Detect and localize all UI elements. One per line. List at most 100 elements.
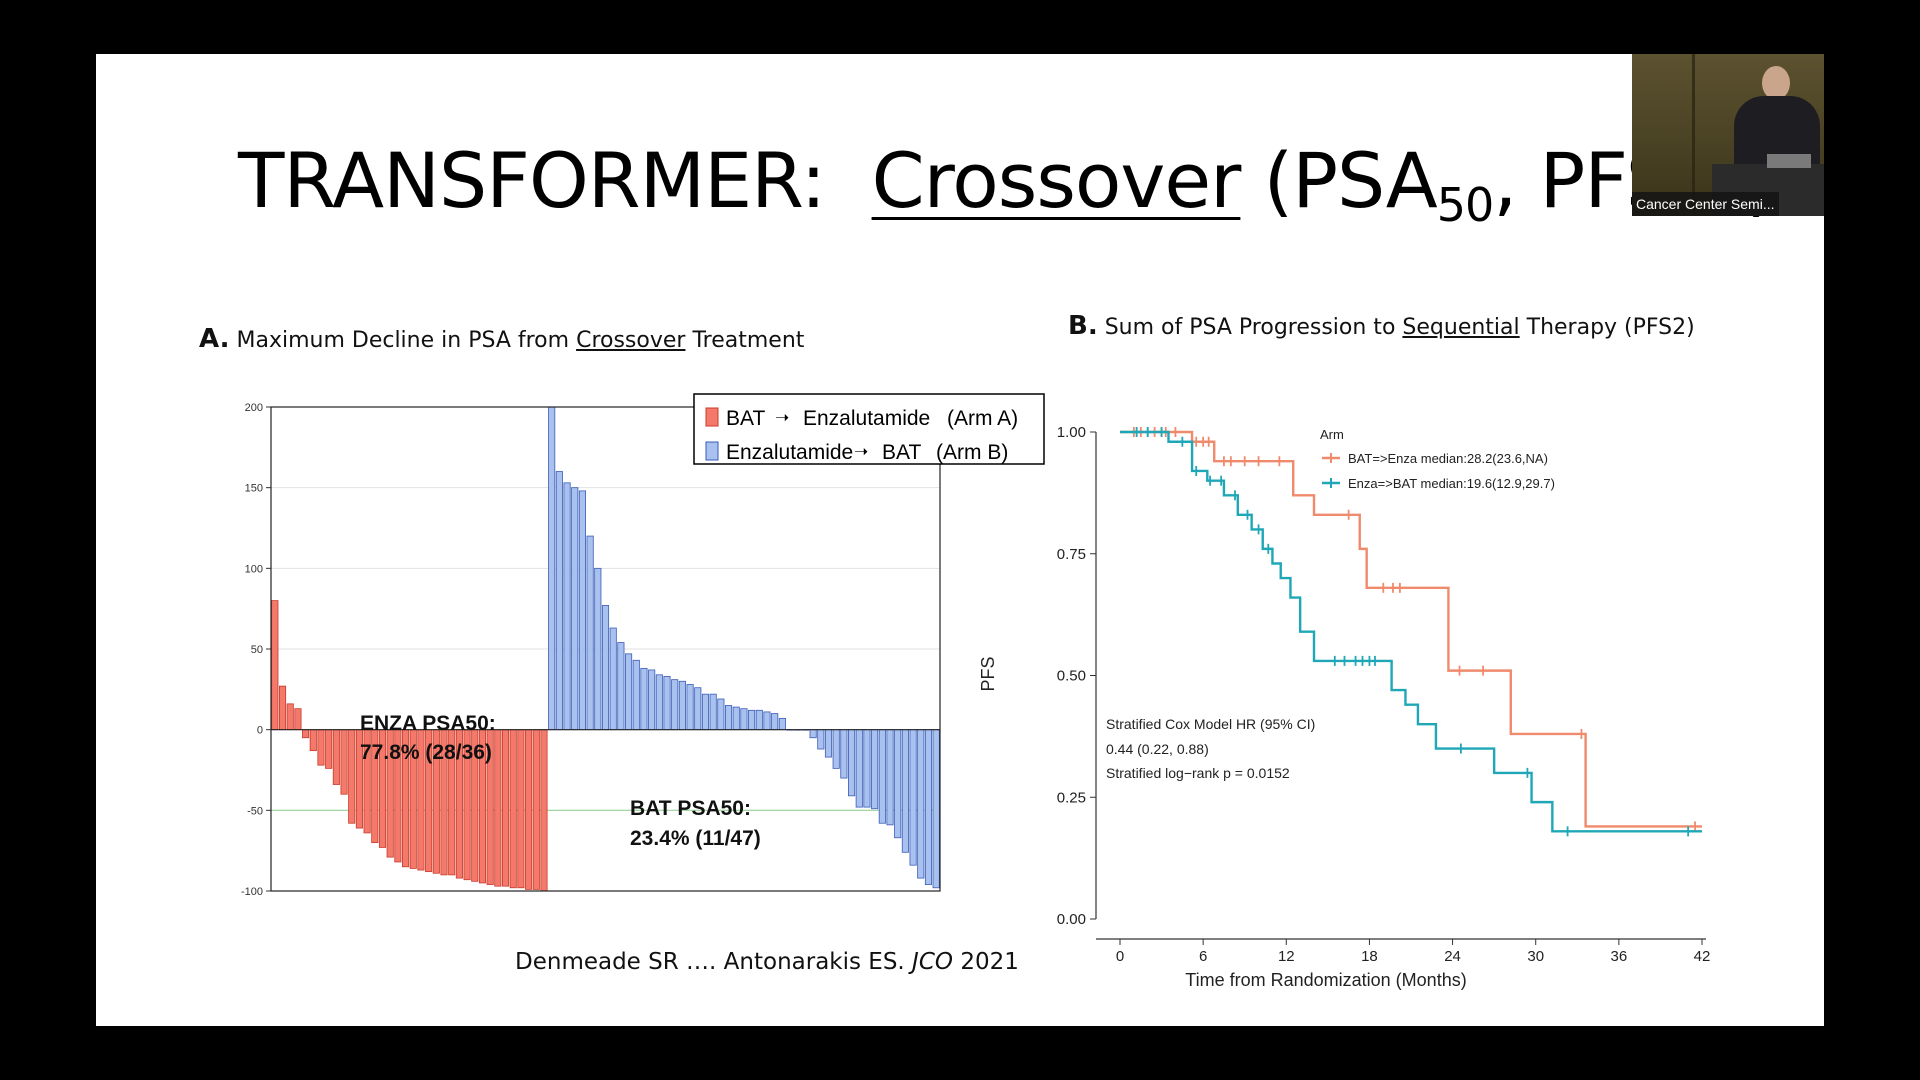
- bar-arm-b: [740, 708, 748, 731]
- bar-arm-b: [625, 653, 633, 731]
- bar-arm-b: [686, 684, 694, 731]
- km-ylabel: PFS: [978, 656, 998, 691]
- slide: TRANSFORMER: Crossover (PSA50, PFS-2) A.…: [96, 54, 1824, 1026]
- bar-arm-b: [578, 490, 586, 731]
- km-x-tick-label: 18: [1361, 948, 1378, 965]
- km-legend: Arm BAT=>Enza median:28.2(23.6,NA) Enza=…: [1320, 427, 1555, 491]
- bar-arm-b: [732, 706, 740, 731]
- bar-arm-b: [663, 676, 671, 731]
- title-crossover: Crossover: [871, 136, 1242, 225]
- bar-arm-a: [348, 729, 356, 824]
- legend-swatch-arm-b: [705, 441, 719, 461]
- legend-arm-a-arrow-icon: ➝: [775, 408, 789, 428]
- bar-arm-b: [932, 729, 940, 889]
- bar-arm-b: [709, 693, 717, 731]
- annotation-bat-psa50-label: BAT PSA50:: [630, 797, 751, 820]
- km-xlabel: Time from Randomization (Months): [1185, 970, 1466, 990]
- panel-a-title-post: Treatment: [692, 328, 805, 353]
- bar-arm-b: [871, 729, 879, 810]
- bar-arm-b: [617, 642, 625, 731]
- bar-arm-a: [540, 729, 548, 892]
- bar-arm-b: [886, 729, 894, 826]
- bar-arm-a: [271, 600, 279, 731]
- bar-arm-a: [501, 729, 510, 887]
- bar-arm-a: [332, 729, 340, 785]
- bar-arm-b: [655, 674, 663, 731]
- panel-a-title-underlined: Crossover: [576, 328, 686, 353]
- km-x-tick-label: 36: [1611, 948, 1628, 965]
- bar-arm-a: [532, 729, 540, 890]
- bar-arm-a: [317, 729, 325, 766]
- km-x-tick-label: 12: [1278, 948, 1295, 965]
- y-tick-label: 100: [245, 563, 263, 575]
- km-y-tick-label: 0.50: [1057, 668, 1086, 685]
- legend-arm-b-arrow-icon: ➝: [854, 442, 868, 462]
- y-tick-label: 200: [245, 402, 263, 414]
- bar-arm-b: [901, 729, 909, 853]
- bar-arm-b: [755, 709, 763, 731]
- annotation-enza-psa50-value: 77.8% (28/36): [360, 741, 492, 764]
- panel-b-title-post: Therapy (PFS2): [1526, 315, 1695, 340]
- bar-arm-b: [771, 713, 779, 731]
- km-annotation-logrank: Stratified log−rank p = 0.0152: [1106, 765, 1290, 781]
- legend-arm-a-arm: (Arm A): [947, 407, 1018, 430]
- webcam-label: Cancer Center Semi...: [1632, 192, 1779, 216]
- bar-arm-b: [609, 627, 617, 731]
- km-x-tick-label: 42: [1694, 948, 1711, 965]
- km-y-tick-label: 0.00: [1057, 911, 1086, 928]
- y-tick-label: -100: [241, 886, 263, 898]
- panel-a-letter: A.: [199, 324, 230, 354]
- y-tick-label: 150: [245, 483, 263, 495]
- bar-arm-b: [563, 482, 571, 731]
- bar-arm-b: [824, 729, 833, 758]
- bar-arm-b: [840, 729, 848, 779]
- bar-arm-a: [325, 729, 333, 769]
- km-legend-title: Arm: [1320, 427, 1344, 442]
- waterfall-chart: 200 150 100 50 0 -50 -100 BAT ➝ Enzalutamide (…: [241, 393, 1045, 898]
- km-y-tick-label: 1.00: [1057, 424, 1086, 441]
- bar-arm-b: [701, 693, 710, 731]
- bar-arm-b: [724, 705, 733, 731]
- bar-arm-b: [594, 567, 602, 731]
- legend-arm-a-to: Enzalutamide: [803, 407, 930, 430]
- bar-arm-b: [640, 667, 648, 731]
- y-tick-label: 0: [257, 725, 263, 737]
- legend-arm-b-arm: (Arm B): [936, 441, 1008, 464]
- bar-arm-a: [309, 729, 317, 752]
- bar-arm-a: [509, 729, 517, 889]
- bar-arm-a: [294, 708, 302, 731]
- bar-arm-a: [340, 729, 348, 795]
- bar-arm-b: [601, 605, 610, 731]
- webcam-speaker-head: [1762, 66, 1790, 100]
- bar-arm-b: [848, 729, 856, 797]
- km-annotation-hr-title: Stratified Cox Model HR (95% CI): [1106, 716, 1315, 732]
- bar-arm-b: [763, 711, 771, 731]
- title-psa: (PSA: [1263, 136, 1438, 225]
- legend-arm-a-from: BAT: [726, 407, 765, 430]
- panel-b-title-underlined: Sequential: [1402, 315, 1520, 340]
- annotation-enza-psa50-label: ENZA PSA50:: [360, 712, 496, 735]
- bar-arm-a: [494, 729, 502, 887]
- legend-arm-b-from: Enzalutamide: [726, 441, 853, 464]
- legend-box: [693, 393, 1045, 465]
- bar-arm-b: [648, 669, 656, 731]
- title-prefix: TRANSFORMER:: [238, 136, 826, 225]
- y-tick-label: 50: [251, 644, 263, 656]
- waterfall-legend: BAT ➝ Enzalutamide (Arm A) Enzalutamide …: [693, 393, 1045, 465]
- panel-a-title: A. Maximum Decline in PSA from Crossover…: [199, 324, 804, 354]
- bar-arm-b: [555, 471, 563, 731]
- km-y-tick-label: 0.25: [1057, 789, 1086, 806]
- km-curve-enza-bat: [1120, 430, 1702, 833]
- bar-arm-a: [525, 729, 533, 890]
- bar-arm-b: [894, 729, 902, 839]
- km-legend-label-bat-enza: BAT=>Enza median:28.2(23.6,NA): [1348, 451, 1548, 466]
- webcam-overlay: Cancer Center Semi...: [1632, 54, 1824, 216]
- bar-arm-b: [748, 709, 756, 731]
- bar-arm-b: [671, 679, 679, 731]
- bar-arm-b: [632, 659, 640, 731]
- bar-arm-b: [571, 487, 579, 731]
- km-x-tick-label: 24: [1444, 948, 1461, 965]
- panel-b-letter: B.: [1068, 311, 1098, 341]
- annotation-bat-psa50-value: 23.4% (11/47): [630, 827, 761, 850]
- citation: Denmeade SR …. Antonarakis ES. JCO 2021: [515, 949, 1019, 975]
